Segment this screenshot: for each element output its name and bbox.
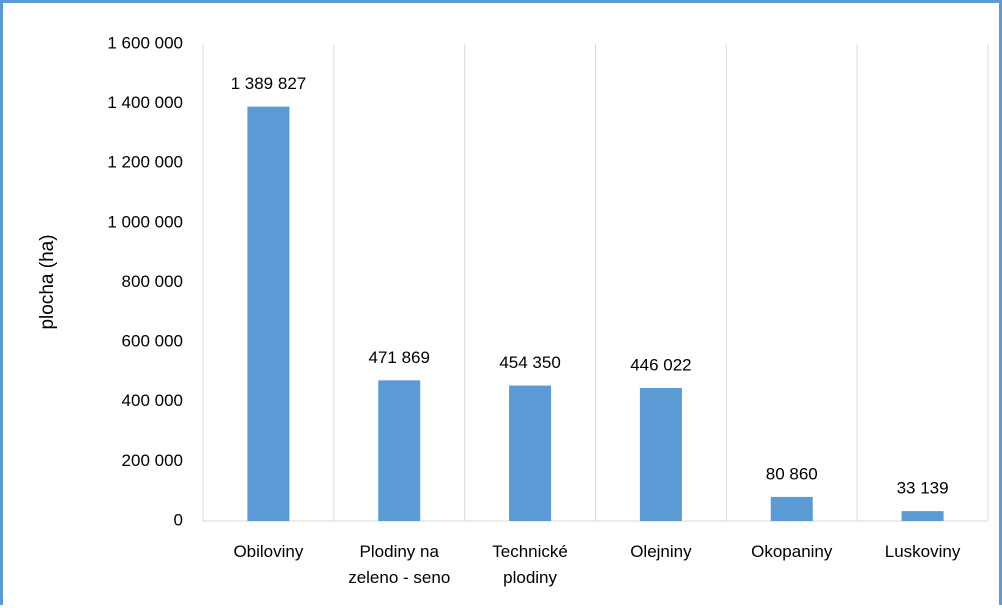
data-label: 471 869 xyxy=(369,348,430,367)
x-tick-label: Plodiny na zeleno - seno xyxy=(348,542,451,587)
x-tick-label: Okopaniny xyxy=(751,542,833,561)
y-tick-label: 1 400 000 xyxy=(107,93,183,112)
bar xyxy=(770,496,813,521)
x-tick-label: Olejniny xyxy=(630,542,692,561)
y-tick-label: 800 000 xyxy=(122,272,183,291)
x-tick-label: Technické plodiny xyxy=(492,542,568,587)
bar xyxy=(509,385,552,521)
x-tick-label: Obiloviny xyxy=(233,542,304,561)
data-label: 454 350 xyxy=(499,353,560,372)
bar xyxy=(639,388,682,521)
y-tick-label: 400 000 xyxy=(122,391,183,410)
bar xyxy=(901,511,944,521)
y-tick-label: 600 000 xyxy=(122,332,183,351)
data-label: 1 389 827 xyxy=(231,74,307,93)
y-axis-label: plocha (ha) xyxy=(37,234,58,329)
x-tick-label: Luskoviny xyxy=(884,542,961,561)
y-tick-label: 1 600 000 xyxy=(107,33,183,52)
bar xyxy=(247,106,290,521)
y-tick-label: 200 000 xyxy=(122,451,183,470)
data-label: 446 022 xyxy=(630,356,691,375)
bar xyxy=(378,380,421,521)
y-tick-label: 0 xyxy=(174,510,183,529)
data-label: 33 139 xyxy=(897,479,949,498)
y-tick-label: 1 000 000 xyxy=(107,212,183,231)
y-tick-label: 1 200 000 xyxy=(107,153,183,172)
data-label: 80 860 xyxy=(766,464,818,483)
